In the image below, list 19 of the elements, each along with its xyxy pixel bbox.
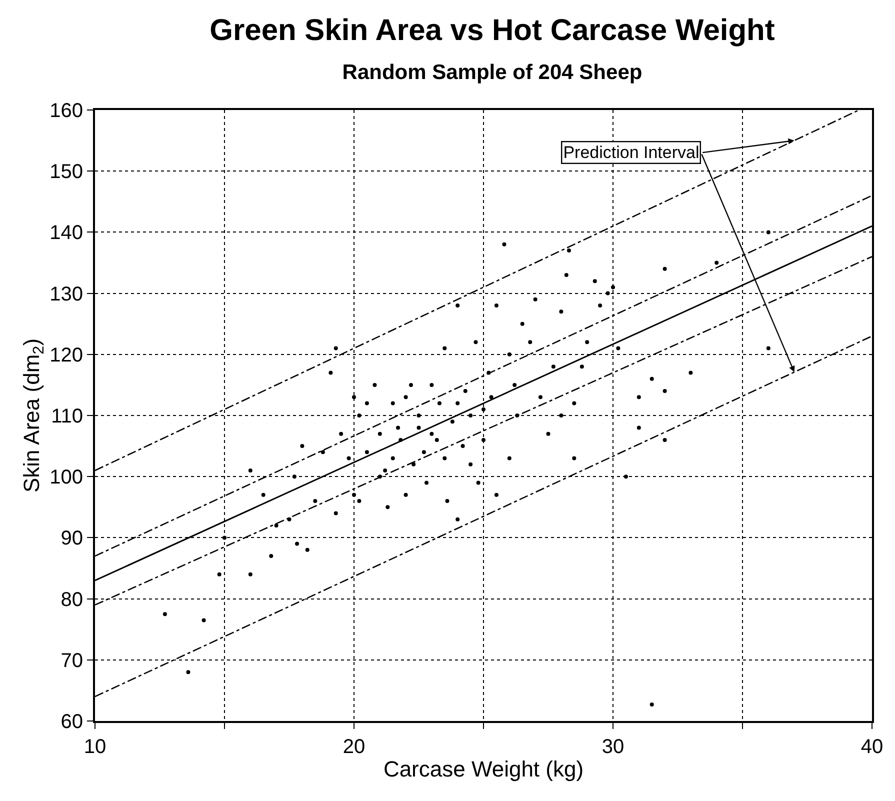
annotation: Prediction Interval (563, 143, 700, 162)
y-tick-label: 90 (60, 528, 83, 550)
y-tick-label: 130 (50, 283, 83, 306)
x-tick-label: 30 (602, 736, 624, 758)
x-axis-title: Carcase Weight (kg) (383, 756, 584, 782)
chart-title: Green Skin Area vs Hot Carcase Weight (210, 14, 775, 48)
y-tick-label: 150 (50, 161, 83, 184)
y-tick-label: 110 (51, 406, 83, 428)
y-tick-label: 60 (60, 711, 83, 733)
y-tick-label: 140 (50, 222, 83, 244)
x-tick-label: 40 (860, 736, 884, 758)
y-tick-label: 120 (50, 344, 83, 366)
x-tick-label: 10 (84, 736, 106, 758)
y-tick-label: 80 (60, 588, 83, 611)
y-tick-label: 160 (50, 100, 83, 122)
y-tick-label: 70 (60, 650, 83, 672)
chart-subtitle: Random Sample of 204 Sheep (342, 61, 642, 84)
x-tick-label: 20 (342, 736, 366, 758)
y-tick-label: 100 (50, 466, 83, 489)
